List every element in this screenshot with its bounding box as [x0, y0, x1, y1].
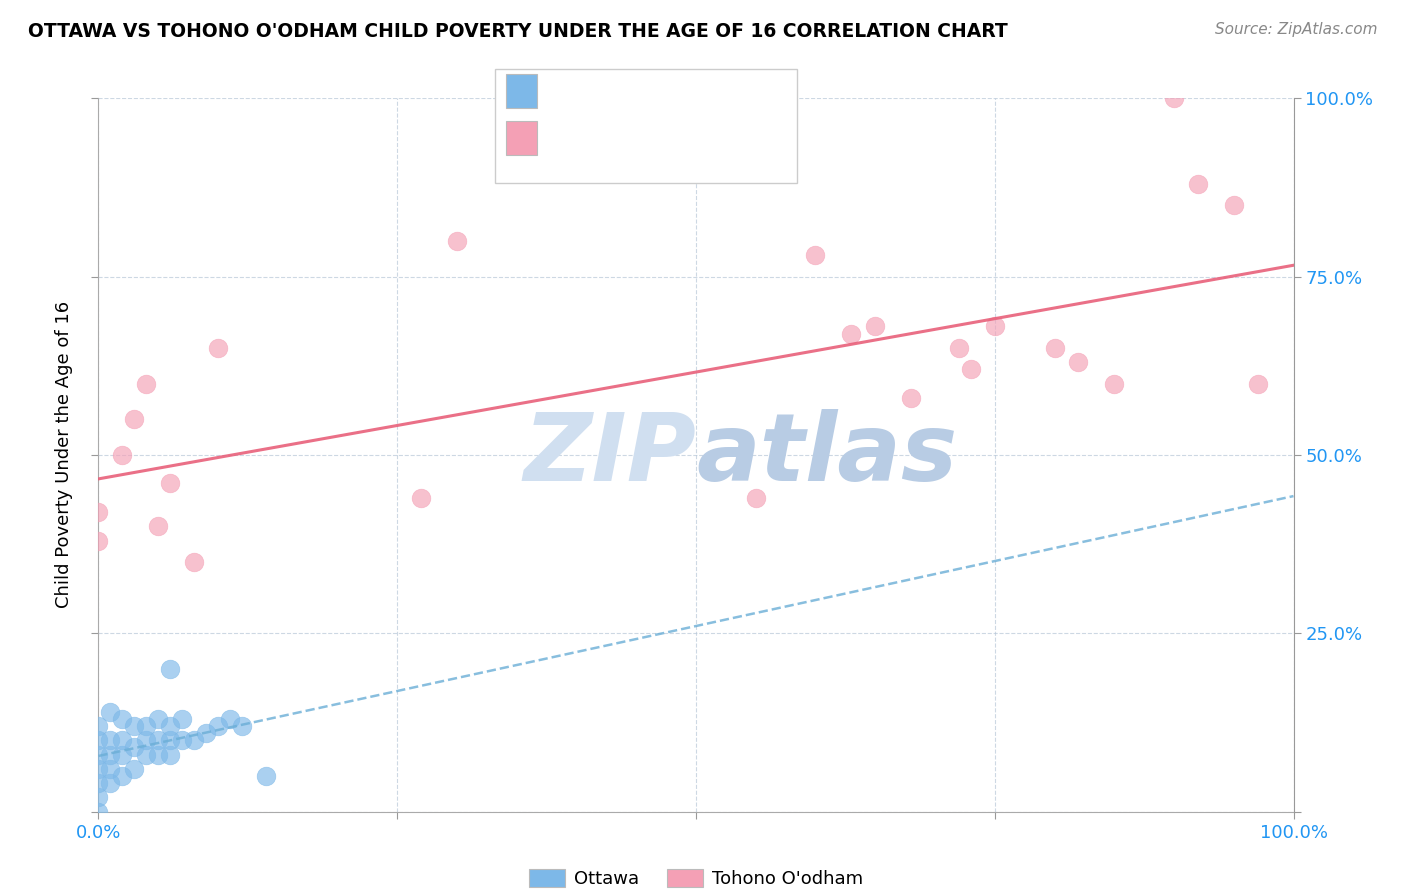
- Text: N =: N =: [644, 82, 696, 100]
- Point: [863, 319, 887, 334]
- Point: [124, 412, 146, 426]
- Point: [159, 662, 181, 676]
- Point: [159, 733, 181, 747]
- Point: [159, 719, 181, 733]
- Point: [1187, 177, 1209, 191]
- Point: [135, 747, 157, 762]
- Text: 26: 26: [686, 128, 711, 146]
- Y-axis label: Child Poverty Under the Age of 16: Child Poverty Under the Age of 16: [55, 301, 73, 608]
- Point: [207, 341, 229, 355]
- Point: [135, 376, 157, 391]
- Point: [87, 719, 110, 733]
- Point: [984, 319, 1007, 334]
- Text: R =: R =: [548, 82, 588, 100]
- Point: [183, 733, 205, 747]
- Point: [98, 747, 122, 762]
- Point: [87, 762, 110, 776]
- Point: [124, 740, 146, 755]
- Point: [135, 733, 157, 747]
- Point: [745, 491, 768, 505]
- Point: [1043, 341, 1066, 355]
- Point: [1222, 198, 1246, 212]
- Text: 0.148: 0.148: [588, 82, 645, 100]
- Point: [183, 555, 205, 569]
- Point: [124, 719, 146, 733]
- Point: [194, 726, 218, 740]
- Point: [87, 733, 110, 747]
- Point: [111, 747, 134, 762]
- Point: [207, 719, 229, 733]
- Point: [98, 762, 122, 776]
- Point: [1246, 376, 1268, 391]
- Point: [1067, 355, 1090, 369]
- Point: [98, 705, 122, 719]
- Point: [959, 362, 981, 376]
- Point: [172, 712, 194, 726]
- Point: [111, 448, 134, 462]
- Point: [87, 747, 110, 762]
- Text: 0.687: 0.687: [588, 128, 645, 146]
- Point: [948, 341, 970, 355]
- Point: [135, 719, 157, 733]
- Point: [87, 505, 110, 519]
- Point: [87, 790, 110, 805]
- Point: [98, 733, 122, 747]
- Text: atlas: atlas: [696, 409, 957, 501]
- Legend: Ottawa, Tohono O'odham: Ottawa, Tohono O'odham: [522, 862, 870, 892]
- Point: [1163, 91, 1185, 105]
- Point: [254, 769, 277, 783]
- Text: N =: N =: [644, 128, 696, 146]
- Point: [111, 769, 134, 783]
- Point: [111, 733, 134, 747]
- Text: R =: R =: [548, 128, 588, 146]
- Point: [172, 733, 194, 747]
- Point: [219, 712, 242, 726]
- Point: [804, 248, 827, 262]
- Point: [411, 491, 433, 505]
- Point: [148, 519, 170, 533]
- Point: [111, 712, 134, 726]
- Text: ZIP: ZIP: [523, 409, 696, 501]
- Point: [159, 476, 181, 491]
- Point: [87, 805, 110, 819]
- Point: [148, 712, 170, 726]
- Point: [87, 776, 110, 790]
- Point: [231, 719, 253, 733]
- Point: [87, 533, 110, 548]
- Point: [124, 762, 146, 776]
- Point: [148, 747, 170, 762]
- Text: 37: 37: [686, 82, 711, 100]
- Point: [446, 234, 468, 248]
- Text: Source: ZipAtlas.com: Source: ZipAtlas.com: [1215, 22, 1378, 37]
- Point: [159, 747, 181, 762]
- Text: OTTAWA VS TOHONO O'ODHAM CHILD POVERTY UNDER THE AGE OF 16 CORRELATION CHART: OTTAWA VS TOHONO O'ODHAM CHILD POVERTY U…: [28, 22, 1008, 41]
- Point: [148, 733, 170, 747]
- Point: [841, 326, 863, 341]
- Point: [98, 776, 122, 790]
- Point: [900, 391, 922, 405]
- Point: [1102, 376, 1125, 391]
